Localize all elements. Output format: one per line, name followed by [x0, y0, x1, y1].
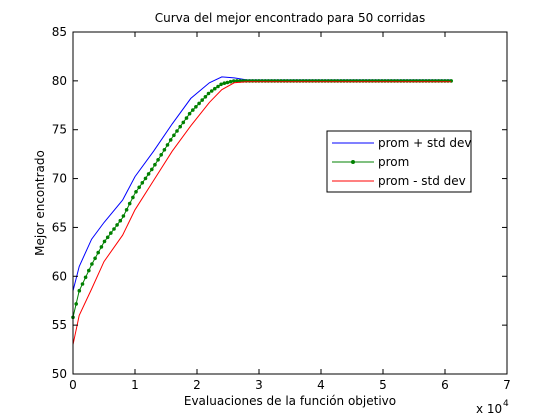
series-point-prom — [80, 282, 85, 286]
series-point-prom — [93, 256, 97, 261]
series-point-prom — [194, 105, 198, 109]
series-point-prom — [187, 111, 192, 116]
y-tick-label-4: 70 — [52, 172, 67, 186]
series-point-prom — [96, 250, 100, 255]
series-point-prom — [184, 116, 189, 120]
series-point-prom — [213, 86, 217, 91]
x-tick-label-7: 7 — [503, 378, 511, 392]
series-point-prom — [137, 185, 141, 190]
series-point-prom — [225, 80, 230, 85]
x-multiplier-exponent: 4 — [503, 399, 509, 409]
series-line-prom-minus-std — [72, 81, 452, 345]
series-point-prom — [219, 82, 223, 87]
series-point-prom — [153, 162, 157, 167]
series-point-prom — [175, 129, 179, 133]
series-point-prom — [124, 208, 129, 212]
legend: prom + std dev prom prom - std dev — [326, 130, 472, 193]
series-point-prom — [168, 138, 173, 142]
x-multiplier-label: x 10 — [476, 402, 502, 416]
series-point-prom — [83, 275, 88, 280]
series-point-prom — [235, 79, 239, 83]
series-point-prom — [228, 79, 233, 84]
x-tick-label-6: 6 — [441, 378, 449, 392]
legend-marker-prom — [351, 160, 355, 164]
x-tick-label-3: 3 — [255, 378, 263, 392]
series-point-prom — [203, 95, 208, 99]
y-tick-label-5: 75 — [52, 123, 67, 137]
y-tick-label-7: 85 — [52, 25, 67, 39]
series-point-prom — [150, 167, 154, 172]
x-axis-label: Evaluaciones de la función objetivo — [184, 394, 396, 408]
series-point-prom — [206, 91, 211, 96]
y-tick-label-6: 80 — [52, 74, 67, 88]
legend-label-prom-minus-std: prom - std dev — [378, 174, 466, 188]
series-point-prom — [115, 223, 119, 227]
series-point-prom — [159, 153, 163, 157]
x-tick-label-4: 4 — [317, 378, 325, 392]
y-tick-label-1: 55 — [52, 318, 67, 332]
axes-box — [72, 31, 508, 375]
series-point-prom — [181, 120, 186, 125]
series-point-prom — [118, 218, 123, 223]
series-point-prom — [74, 302, 78, 306]
y-axis-label: Mejor encontrado — [33, 150, 47, 256]
series-point-prom — [191, 108, 195, 112]
ticks-layer: 0 1 2 3 4 5 6 7 50 55 60 65 70 75 80 85 — [52, 25, 511, 392]
series-point-prom — [156, 158, 160, 162]
series-point-prom — [105, 235, 110, 240]
series-point-prom — [134, 190, 138, 194]
series-point-prom — [87, 268, 91, 273]
series-point-prom — [172, 133, 176, 138]
series-point-prom — [140, 181, 145, 185]
series-point-prom — [131, 195, 135, 200]
legend-label-prom: prom — [378, 155, 409, 169]
series-point-prom — [222, 81, 227, 85]
chart-title: Curva del mejor encontrado para 50 corri… — [155, 11, 425, 25]
series-point-prom — [121, 214, 126, 218]
series-point-prom — [112, 227, 116, 231]
series-point-prom — [127, 201, 132, 206]
series-point-prom — [162, 148, 167, 152]
series-point-prom — [216, 84, 220, 89]
y-tick-label-2: 60 — [52, 269, 67, 283]
series-point-prom — [165, 143, 170, 147]
series-point-prom — [200, 98, 204, 102]
y-tick-label-0: 50 — [52, 367, 67, 381]
legend-label-prom-plus-std: prom + std dev — [378, 136, 472, 150]
series-layer — [71, 76, 454, 345]
x-tick-label-5: 5 — [379, 378, 387, 392]
plot-area — [73, 32, 507, 374]
x-tick-label-0: 0 — [69, 378, 77, 392]
series-point-prom — [102, 239, 107, 244]
y-tick-label-3: 65 — [52, 220, 67, 234]
series-point-prom — [209, 89, 214, 93]
series-point-prom — [109, 231, 113, 235]
series-point-prom — [143, 176, 148, 181]
series-point-prom — [77, 288, 82, 293]
series-point-prom — [197, 101, 201, 106]
x-tick-label-2: 2 — [193, 378, 201, 392]
series-point-prom — [99, 245, 104, 249]
series-point-prom — [146, 172, 151, 176]
series-point-prom — [231, 79, 236, 83]
series-point-prom — [90, 262, 94, 266]
series-point-prom — [178, 124, 182, 129]
x-tick-label-1: 1 — [131, 378, 139, 392]
